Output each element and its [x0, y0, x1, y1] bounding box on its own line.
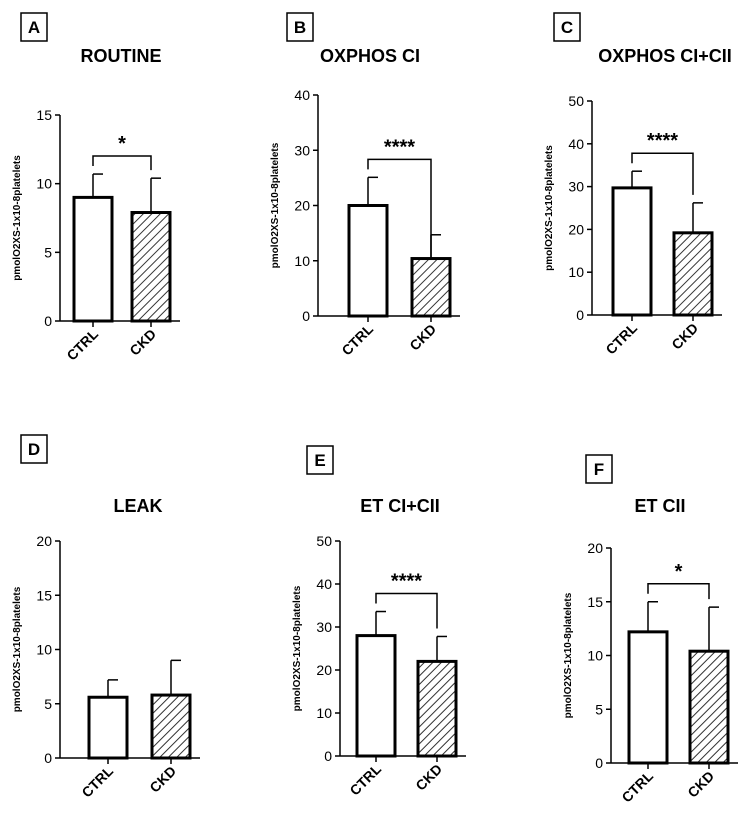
y-axis-label: pmolO2XS-1x10-8platelets [12, 155, 23, 281]
category-label-ctrl: CTRL [78, 762, 116, 800]
y-tick-label: 30 [568, 179, 584, 195]
bar-ctrl [87, 695, 129, 760]
y-tick-label: 30 [316, 619, 332, 635]
bar-ctrl [355, 634, 397, 758]
y-tick-label: 15 [587, 594, 603, 610]
panel-label: E [314, 451, 325, 470]
y-tick-label: 0 [44, 750, 52, 766]
chart-panel-C: C OXPHOS CI+CII 0 10 20 30 40 50 pmolO2XS-1x10-8… [544, 12, 732, 358]
category-label-ctrl: CTRL [346, 760, 384, 798]
bar-ctrl [72, 195, 114, 323]
bar-ctrl [611, 186, 653, 317]
y-tick-label: 20 [568, 221, 584, 237]
chart-title: OXPHOS CI+CII [598, 46, 732, 66]
y-tick-label: 20 [587, 540, 603, 556]
panel-label-box [585, 454, 613, 484]
y-tick-label: 10 [294, 253, 310, 269]
significance-bracket [92, 155, 152, 171]
y-tick-label: 5 [44, 696, 52, 712]
bar-ctrl [627, 630, 669, 765]
y-tick-label: 10 [568, 264, 584, 280]
chart-panel-D: D LEAK 0 5 10 15 20 pmolO2XS-1x10-8platelets CTR… [12, 434, 200, 801]
panel-label: A [28, 18, 40, 37]
bar-ckd [150, 693, 192, 760]
y-tick-label: 5 [595, 701, 603, 717]
category-label-ctrl: CTRL [618, 767, 656, 805]
chart-title: ROUTINE [81, 46, 162, 66]
y-tick-label: 40 [294, 87, 310, 103]
y-tick-label: 20 [316, 662, 332, 678]
y-tick-label: 15 [36, 587, 52, 603]
y-axis-label: pmolO2XS-1x10-8platelets [270, 142, 281, 268]
category-label-ckd: CKD [412, 761, 445, 794]
y-tick-label: 50 [316, 533, 332, 549]
bar-ctrl [347, 204, 389, 318]
panel-label-box [306, 445, 334, 475]
chart-title: OXPHOS CI [320, 46, 420, 66]
significance-bracket [375, 592, 438, 629]
y-tick-label: 15 [36, 107, 52, 123]
y-tick-label: 0 [576, 307, 584, 323]
significance-marker: * [675, 561, 683, 583]
significance-marker: **** [647, 130, 678, 152]
y-axis-label: pmolO2XS-1x10-8platelets [544, 145, 555, 271]
chart-title: ET CI+CII [360, 496, 440, 516]
category-label-ckd: CKD [146, 763, 179, 796]
chart-title: LEAK [114, 496, 163, 516]
chart-panel-E: E ET CI+CII 0 10 20 30 40 50 pmolO2XS-1x10-8plat… [292, 445, 466, 799]
significance-bracket [647, 583, 710, 600]
panel-label: C [561, 18, 573, 37]
significance-marker: **** [384, 136, 415, 158]
y-tick-label: 10 [587, 648, 603, 664]
significance-marker: **** [391, 571, 422, 593]
y-tick-label: 0 [302, 308, 310, 324]
y-tick-label: 40 [316, 576, 332, 592]
y-tick-label: 50 [568, 93, 584, 109]
y-tick-label: 40 [568, 136, 584, 152]
chart-panel-B: B OXPHOS CI 0 10 20 30 40 pmolO2XS-1x10-8platel… [270, 12, 460, 359]
significance-marker: * [118, 133, 126, 155]
y-tick-label: 10 [36, 642, 52, 658]
bar-ckd [130, 211, 172, 323]
category-label-ckd: CKD [126, 326, 159, 359]
bar-ckd [410, 257, 452, 318]
panel-label-box [286, 12, 314, 42]
category-label-ctrl: CTRL [602, 319, 640, 357]
y-tick-label: 30 [294, 142, 310, 158]
y-tick-label: 10 [316, 705, 332, 721]
y-axis-label: pmolO2XS-1x10-8platelets [563, 592, 574, 718]
category-label-ctrl: CTRL [338, 320, 376, 358]
chart-title: ET CII [634, 496, 685, 516]
category-label-ckd: CKD [684, 768, 717, 801]
panel-label: F [594, 460, 604, 479]
bar-ckd [416, 659, 458, 758]
y-tick-label: 20 [294, 198, 310, 214]
bar-ckd [688, 649, 730, 765]
y-axis-label: pmolO2XS-1x10-8platelets [12, 586, 23, 712]
y-axis-label: pmolO2XS-1x10-8platelets [292, 585, 303, 711]
category-label-ckd: CKD [406, 321, 439, 354]
panel-label-box [20, 434, 48, 464]
category-label-ctrl: CTRL [63, 325, 101, 363]
y-tick-label: 5 [44, 244, 52, 260]
y-tick-label: 20 [36, 533, 52, 549]
bar-ckd [672, 231, 714, 317]
chart-panel-A: A ROUTINE 0 5 10 15 pmolO2XS-1x10-8platelets CT… [12, 12, 180, 364]
panel-label-box [20, 12, 48, 42]
significance-bracket [631, 152, 694, 195]
y-tick-label: 0 [44, 313, 52, 329]
category-label-ckd: CKD [668, 320, 701, 353]
y-tick-label: 0 [595, 755, 603, 771]
panel-label: D [28, 440, 40, 459]
y-tick-label: 10 [36, 176, 52, 192]
y-tick-label: 0 [324, 748, 332, 764]
panel-label-box [553, 12, 581, 42]
chart-panel-F: F ET CII 0 5 10 15 20 pmolO2XS-1x10-8platelets C… [563, 454, 738, 806]
panel-label: B [294, 18, 306, 37]
significance-bracket [367, 158, 432, 259]
